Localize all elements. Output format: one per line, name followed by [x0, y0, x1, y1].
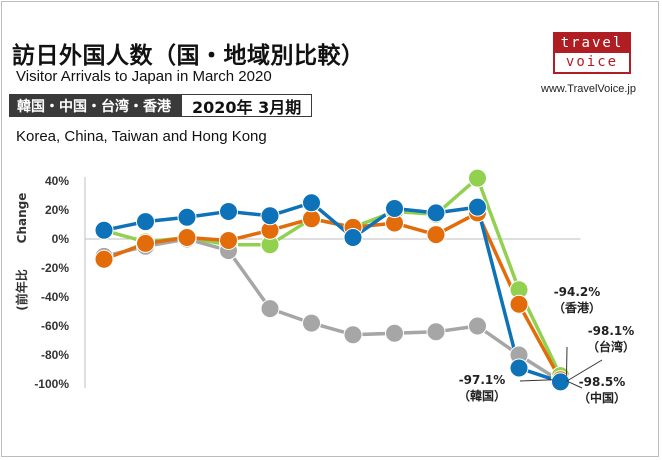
- annotation-region: （香港）: [553, 300, 601, 315]
- y-tick-label: 40%: [45, 174, 69, 188]
- data-point: [94, 220, 114, 240]
- data-point: [219, 230, 238, 250]
- data-point: [426, 203, 446, 223]
- period-tag: 韓国・中国・台湾・香港 2020年 3月期: [9, 94, 313, 117]
- data-point: [302, 193, 321, 213]
- data-point: [468, 197, 487, 217]
- data-point: [260, 299, 280, 319]
- y-axis-label-english: Change: [15, 193, 29, 244]
- series-line-2: [103, 211, 563, 381]
- regions-tag: 韓国・中国・台湾・香港: [9, 94, 181, 117]
- data-point: [302, 209, 321, 229]
- annotation-value: -98.1%: [588, 324, 635, 338]
- y-tick-label: 20%: [45, 203, 69, 217]
- data-point: [302, 313, 321, 333]
- annotation-value: -98.5%: [579, 375, 626, 389]
- travelvoice-logo[interactable]: travel voice: [553, 32, 631, 74]
- data-point: [343, 228, 363, 248]
- y-tick-label: -60%: [41, 319, 69, 333]
- logo-url[interactable]: www.TravelVoice.jp: [541, 83, 636, 95]
- data-point: [509, 358, 529, 378]
- page-title-english: Visitor Arrivals to Japan in March 2020: [16, 68, 272, 85]
- y-tick-label: -80%: [41, 348, 69, 362]
- chart-subtitle: Korea, China, Taiwan and Hong Kong: [16, 128, 267, 145]
- data-point: [468, 168, 487, 188]
- data-point: [509, 294, 529, 314]
- data-point: [177, 207, 197, 227]
- data-point: [343, 325, 363, 345]
- y-tick-label: -40%: [41, 290, 69, 304]
- page-title: 訪日外国人数（国・地域別比較）: [12, 43, 365, 69]
- data-point: [136, 212, 155, 232]
- data-point: [94, 249, 114, 269]
- annotation-region: （中国）: [578, 390, 626, 405]
- y-tick-label: -100%: [34, 377, 69, 391]
- annotation-leader: [566, 346, 568, 376]
- annotation-leader: [519, 379, 553, 382]
- data-point: [426, 322, 446, 342]
- annotation-region: （韓国）: [458, 388, 506, 403]
- y-tick-label: 0%: [52, 232, 70, 246]
- data-point: [468, 316, 487, 336]
- logo-top-text: travel: [555, 34, 629, 53]
- data-point: [385, 199, 404, 219]
- annotation-region: （台湾）: [587, 339, 635, 354]
- annotation-value: -97.1%: [459, 373, 506, 387]
- data-point: [177, 228, 197, 248]
- annotation-leader: [568, 381, 583, 389]
- data-point: [260, 206, 280, 226]
- annotation-value: -94.2%: [554, 285, 601, 299]
- logo-bottom-text: voice: [565, 54, 619, 70]
- data-point: [136, 233, 155, 253]
- annotation-leader: [566, 359, 603, 382]
- series-line-0: [103, 176, 563, 377]
- y-tick-label: -20%: [41, 261, 69, 275]
- y-axis-label-japanese: (前年比: [14, 269, 29, 311]
- series-line-3: [103, 201, 562, 384]
- data-point: [426, 225, 446, 245]
- data-point: [219, 201, 238, 221]
- period-label: 2020年 3月期: [181, 94, 313, 117]
- data-point: [385, 323, 404, 343]
